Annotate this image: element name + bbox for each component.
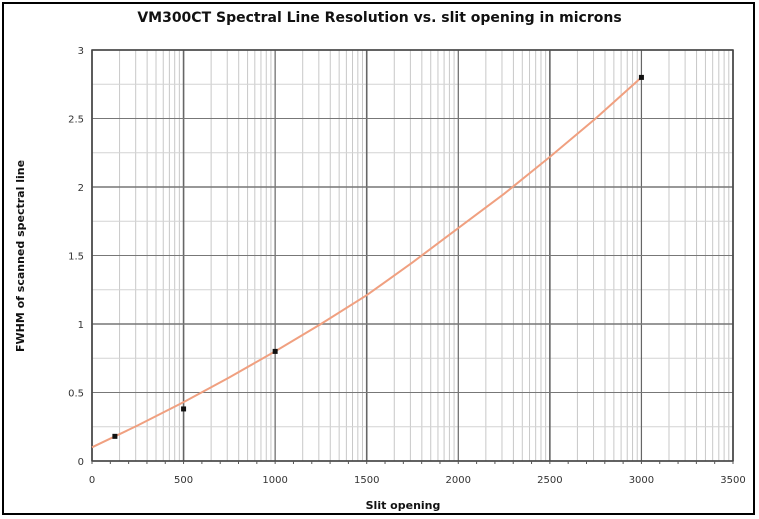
data-point <box>181 406 187 412</box>
y-tick-label: 0 <box>78 457 84 468</box>
x-tick-label: 1500 <box>354 475 379 486</box>
x-tick-label: 2500 <box>537 475 562 486</box>
y-axis-label: FWHM of scanned spectral line <box>14 160 27 352</box>
trend-curve-group <box>91 76 643 449</box>
plot-border <box>91 49 734 462</box>
x-tick-label: 3500 <box>720 475 745 486</box>
data-point <box>272 348 278 354</box>
y-tick-label: 2.5 <box>68 115 84 126</box>
y-tick-label: 0.5 <box>68 389 84 400</box>
data-point <box>112 433 118 439</box>
y-tick-label: 2 <box>78 183 84 194</box>
x-axis-ticks: 0 500 1000 1500 2000 2500 3000 3500 <box>89 461 746 486</box>
y-tick-label: 3 <box>78 46 84 57</box>
y-axis-ticks: 0 0.5 1 1.5 2 2.5 3 <box>68 46 84 468</box>
x-tick-label: 1000 <box>262 475 287 486</box>
x-tick-label: 500 <box>174 475 193 486</box>
y-tick-label: 1 <box>78 320 84 331</box>
x-tick-label: 3000 <box>629 475 654 486</box>
y-tick-label: 1.5 <box>68 252 84 263</box>
x-tick-label: 0 <box>89 475 95 486</box>
x-tick-label: 2000 <box>446 475 471 486</box>
chart-title: VM300CT Spectral Line Resolution vs. sli… <box>137 10 622 26</box>
data-point <box>638 74 644 80</box>
x-axis-label: Slit opening <box>366 499 441 512</box>
major-grid <box>91 49 734 462</box>
trend-curve <box>91 76 643 449</box>
data-points <box>112 74 644 439</box>
